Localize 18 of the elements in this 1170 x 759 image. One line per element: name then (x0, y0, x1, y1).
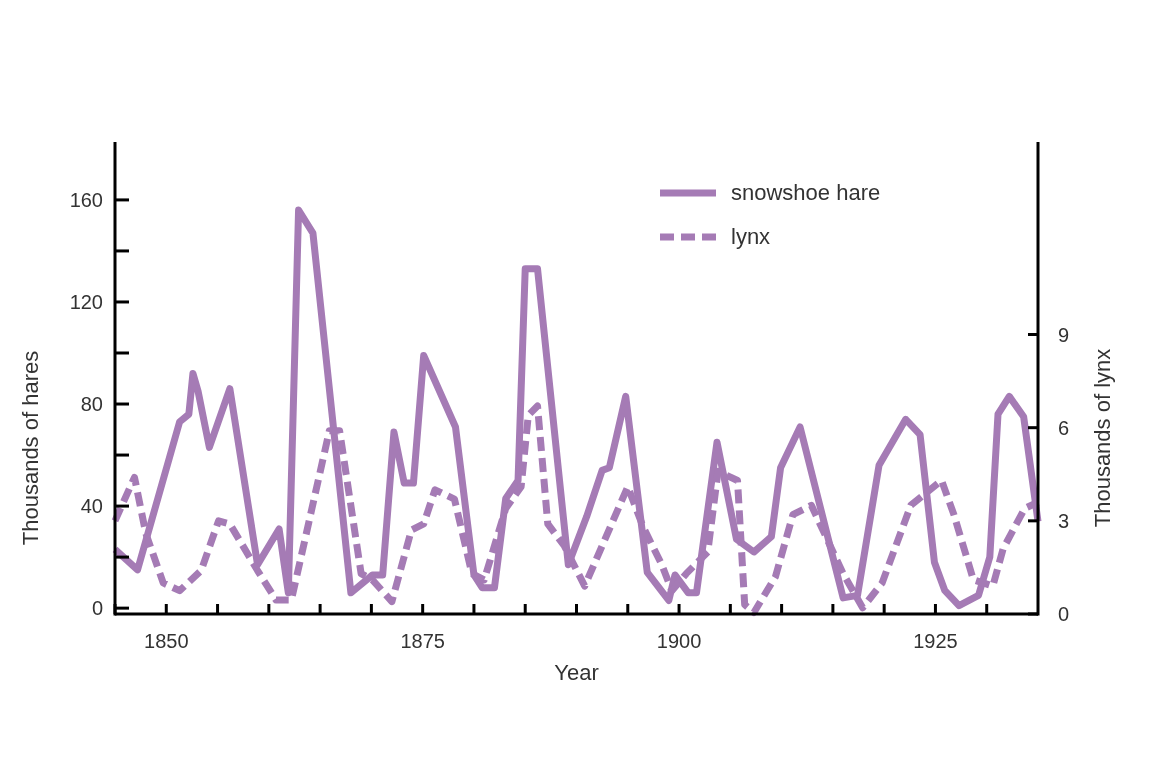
y2-tick-label: 6 (1058, 416, 1070, 439)
x-tick-label: 1925 (913, 630, 958, 652)
y-axis-title: Thousands of hares (18, 350, 43, 546)
y-tick-label: 0 (91, 597, 103, 620)
y2-axis-title: Thousands of lynx (1090, 348, 1115, 528)
x-tick-label: 1875 (400, 630, 445, 652)
legend-label: snowshoe hare (731, 180, 881, 205)
x-tick-label: 1850 (144, 630, 189, 652)
x-tick-label: 1900 (656, 630, 702, 652)
y2-tick-label: 3 (1058, 509, 1070, 532)
y-tick-label: 160 (69, 188, 103, 211)
y2-tick-label: 9 (1058, 323, 1070, 346)
y2-tick-label: 0 (1058, 603, 1070, 625)
y-tick-label: 80 (80, 393, 103, 416)
y-tick-label: 120 (69, 290, 103, 313)
legend-label: lynx (731, 224, 771, 249)
y-tick-label: 40 (80, 495, 103, 518)
x-axis-title: Year (554, 660, 599, 685)
